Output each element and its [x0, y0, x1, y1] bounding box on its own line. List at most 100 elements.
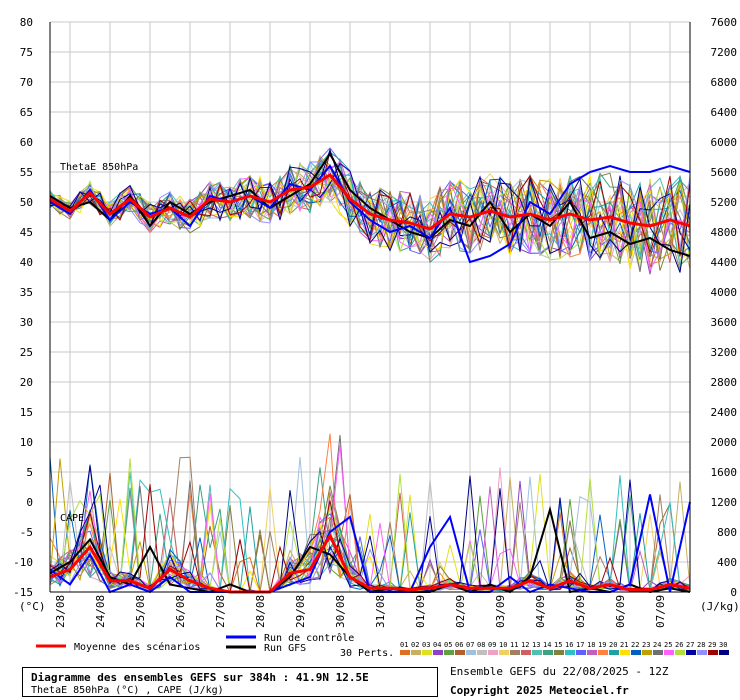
pert-number: 17: [576, 641, 584, 649]
pert-number: 12: [521, 641, 529, 649]
pert-swatch: [587, 650, 597, 655]
legend-gfs-label: Run GFS: [264, 643, 306, 654]
right-tick-label: 6000: [711, 136, 738, 149]
date-label: 02/09: [454, 595, 467, 628]
right-tick-label: 5200: [711, 196, 738, 209]
right-tick-label: 1600: [711, 466, 738, 479]
copyright: Copyright 2025 Meteociel.fr: [450, 684, 629, 697]
left-tick-label: -5: [20, 526, 33, 539]
left-tick-label: 20: [20, 376, 33, 389]
pert-swatch: [686, 650, 696, 655]
date-label: 24/08: [94, 595, 107, 628]
thetae-panel-title: ThetaE 850hPa: [60, 162, 138, 173]
thetae-series-line: [49, 173, 691, 231]
right-tick-label: 2000: [711, 436, 738, 449]
right-tick-label: 4400: [711, 256, 738, 269]
left-tick-label: 55: [20, 166, 33, 179]
right-tick-label: 800: [717, 526, 737, 539]
pert-number: 28: [697, 641, 705, 649]
thetae-series-line: [49, 152, 691, 257]
left-tick-label: 10: [20, 436, 33, 449]
date-label: 23/08: [54, 595, 67, 628]
pert-swatch: [466, 650, 476, 655]
pert-number: 01: [400, 641, 408, 649]
left-tick-label: 40: [20, 256, 33, 269]
pert-color-legend: 01 02 03 04 05 06 07 08 09 10 11 12 13 14 15 16 17 18 19 20…: [400, 641, 729, 655]
cape-series-line: [49, 532, 691, 594]
pert-swatch: [609, 650, 619, 655]
pert-swatch: [664, 650, 674, 655]
left-tick-label: 45: [20, 226, 33, 239]
pert-number: 18: [587, 641, 595, 649]
date-label: 28/08: [254, 595, 267, 628]
pert-number: 29: [708, 641, 716, 649]
gefs-ensemble-chart: 80757065605550454035302520151050-5-10-15…: [13, 16, 740, 659]
left-tick-label: 80: [20, 16, 33, 29]
pert-number: 02: [411, 641, 419, 649]
diagram-subtitle: ThetaE 850hPa (°C) , CAPE (J/kg): [31, 685, 224, 696]
right-tick-label: 0: [730, 586, 737, 599]
pert-number: 10: [499, 641, 507, 649]
left-tick-label: -15: [13, 586, 33, 599]
pert-swatch: [642, 650, 652, 655]
pert-number: 27: [686, 641, 694, 649]
pert-number: 24: [653, 641, 661, 649]
pert-swatch: [620, 650, 630, 655]
date-label: 26/08: [174, 595, 187, 628]
pert-number: 30: [719, 641, 727, 649]
pert-number: 07: [466, 641, 474, 649]
right-tick-label: 4800: [711, 226, 738, 239]
left-tick-label: 30: [20, 316, 33, 329]
cape-panel-title: CAPE: [60, 513, 84, 524]
legend-mean-label: Moyenne des scénarios: [74, 641, 200, 653]
date-label: 03/09: [494, 595, 507, 628]
pert-swatch: [653, 650, 663, 655]
pert-number: 20: [609, 641, 617, 649]
pert-swatch: [510, 650, 520, 655]
legend-control-label: Run de contrôle: [264, 632, 354, 644]
pert-number: 16: [565, 641, 573, 649]
left-tick-label: -10: [13, 556, 33, 569]
right-tick-label: 3600: [711, 316, 738, 329]
pert-swatch: [708, 650, 718, 655]
chart-axes: 80757065605550454035302520151050-5-10-15…: [13, 16, 737, 628]
date-label: 31/08: [374, 595, 387, 628]
right-tick-label: 400: [717, 556, 737, 569]
legend: Moyenne des scénarios Run de contrôle Ru…: [36, 632, 729, 659]
pert-swatch: [499, 650, 509, 655]
left-tick-label: 25: [20, 346, 33, 359]
pert-number: 21: [620, 641, 628, 649]
pert-swatch: [576, 650, 586, 655]
right-tick-label: 1200: [711, 496, 738, 509]
pert-number: 09: [488, 641, 496, 649]
pert-number: 04: [433, 641, 441, 649]
right-tick-label: 6800: [711, 76, 738, 89]
pert-number: 06: [455, 641, 463, 649]
date-label: 30/08: [334, 595, 347, 628]
pert-swatch: [719, 650, 729, 655]
date-label: 29/08: [294, 595, 307, 628]
pert-number: 23: [642, 641, 650, 649]
right-tick-label: 7600: [711, 16, 738, 29]
pert-number: 19: [598, 641, 606, 649]
pert-number: 26: [675, 641, 683, 649]
left-tick-label: 65: [20, 106, 33, 119]
left-tick-label: 0: [26, 496, 33, 509]
left-tick-label: 50: [20, 196, 33, 209]
left-tick-label: 60: [20, 136, 33, 149]
pert-swatch: [444, 650, 454, 655]
plot-area: [50, 22, 690, 592]
left-tick-label: 5: [26, 466, 33, 479]
right-axis-unit: (J/kg): [700, 600, 740, 613]
pert-swatch: [631, 650, 641, 655]
pert-number: 14: [543, 641, 551, 649]
right-tick-label: 3200: [711, 346, 738, 359]
right-tick-label: 6400: [711, 106, 738, 119]
right-tick-label: 7200: [711, 46, 738, 59]
pert-number: 03: [422, 641, 430, 649]
pert-swatch: [598, 650, 608, 655]
thetae-series-line: [49, 164, 691, 264]
pert-swatch: [565, 650, 575, 655]
pert-number: 22: [631, 641, 639, 649]
pert-swatch: [521, 650, 531, 655]
